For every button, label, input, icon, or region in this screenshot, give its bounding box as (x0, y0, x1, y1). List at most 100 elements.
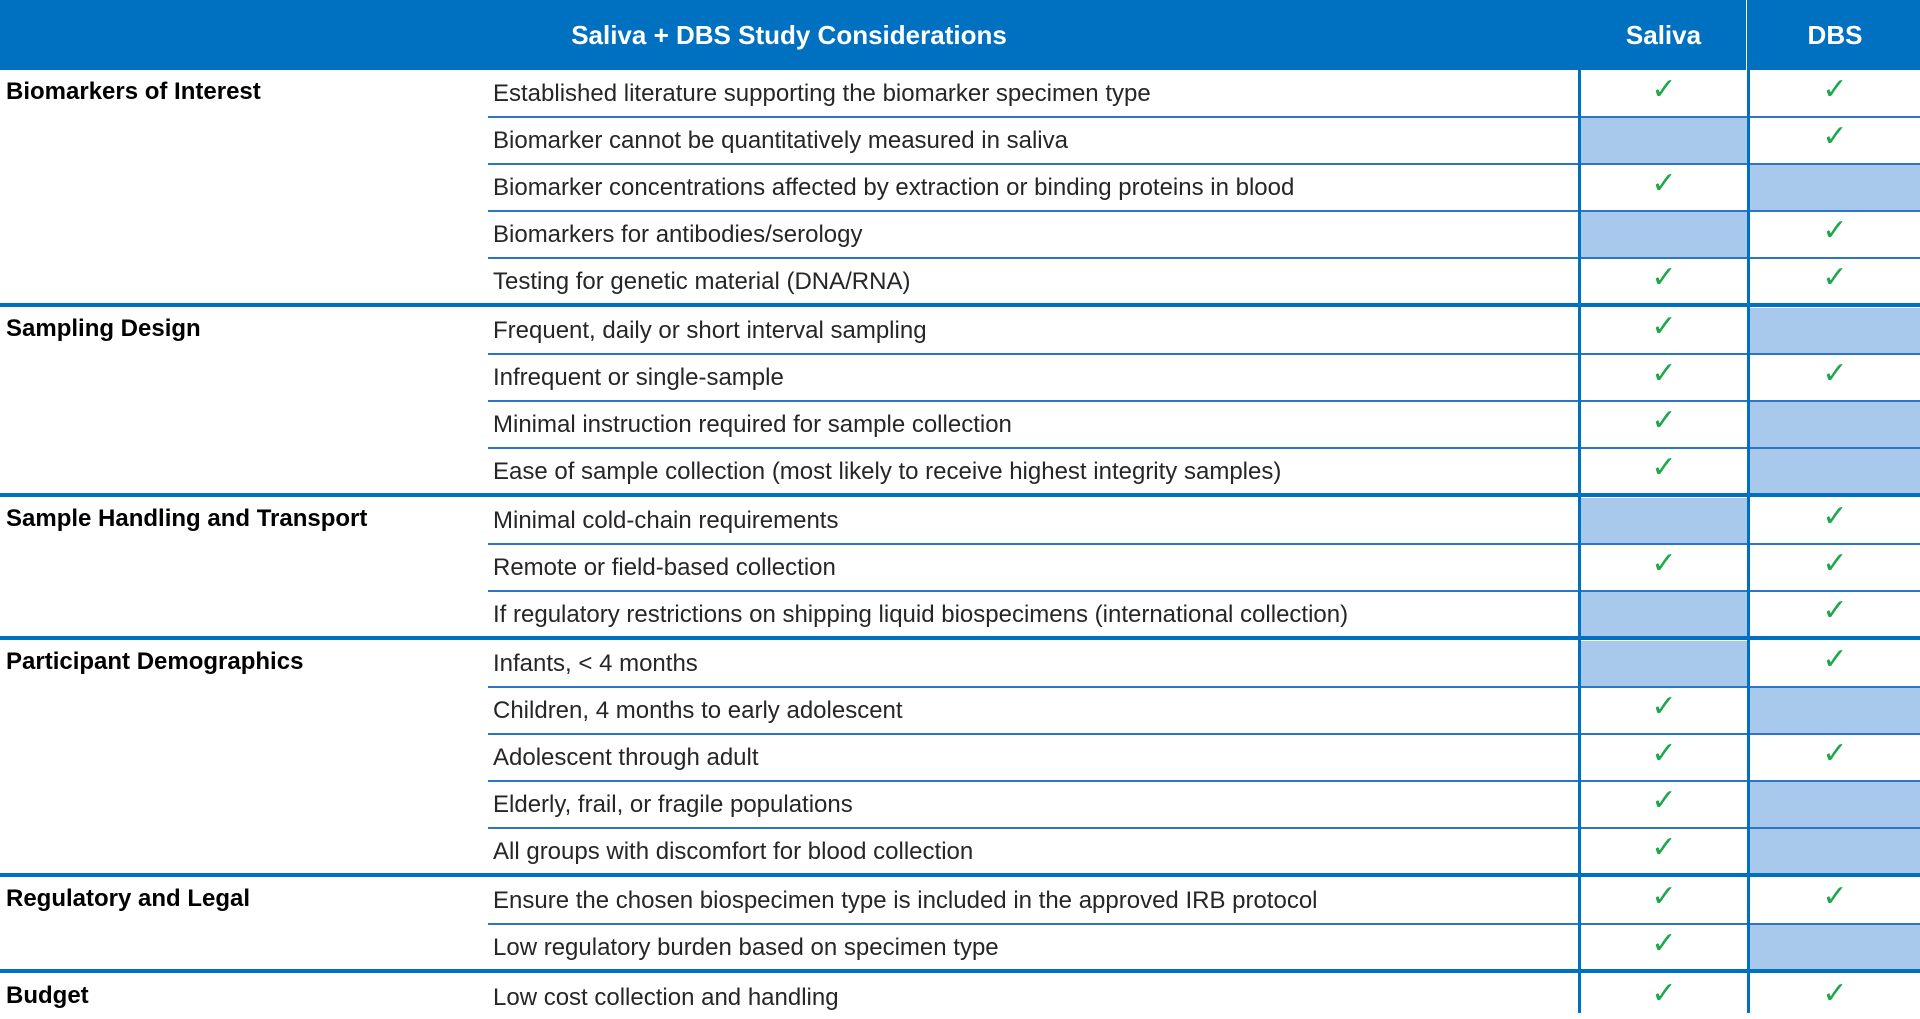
category-label: Regulatory and Legal (6, 885, 251, 913)
dbs-cell: ✓ (1750, 71, 1920, 116)
row-divider (488, 686, 1920, 689)
row-divider (488, 399, 1920, 402)
consideration-text: Biomarker cannot be quantitatively measu… (493, 126, 1068, 154)
saliva-cell: ✓ (1581, 735, 1747, 780)
category-label: Biomarkers of Interest (6, 78, 261, 105)
dbs-cell: ✓ (1750, 975, 1920, 1019)
checkmark-icon: ✓ (1651, 72, 1677, 107)
group-divider (0, 872, 1920, 877)
saliva-cell: ✓ (1581, 449, 1747, 494)
dbs-cell (1750, 448, 1920, 494)
row-divider (488, 543, 1920, 545)
consideration-text: Remote or field-based collection (493, 554, 836, 581)
dbs-cell (1750, 828, 1920, 874)
consideration-text: All groups with discomfort for blood col… (493, 837, 974, 865)
dbs-cell: ✓ (1750, 498, 1920, 543)
category-label: Budget (6, 981, 89, 1009)
checkmark-icon: ✓ (1822, 72, 1848, 107)
checkmark-icon: ✓ (1822, 355, 1848, 391)
consideration-text: Testing for genetic material (DNA/RNA) (493, 267, 911, 295)
saliva-cell: ✓ (1581, 878, 1747, 923)
saliva-cell (1581, 591, 1747, 637)
consideration-text: Biomarker concentrations affected by ext… (493, 173, 1295, 201)
consideration-text: Children, 4 months to early adolescent (493, 697, 903, 725)
saliva-cell: ✓ (1581, 165, 1747, 210)
saliva-cell: ✓ (1581, 402, 1747, 447)
row-divider (488, 446, 1920, 449)
dbs-cell: ✓ (1750, 641, 1920, 686)
consideration-text: If regulatory restrictions on shipping l… (493, 600, 1349, 628)
consideration-text: Ease of sample collection (most likely t… (493, 457, 1282, 485)
checkmark-icon: ✓ (1651, 879, 1677, 915)
dbs-cell: ✓ (1750, 735, 1920, 780)
checkmark-icon: ✓ (1651, 259, 1677, 295)
checkmark-icon: ✓ (1822, 975, 1848, 1011)
dbs-cell (1750, 308, 1920, 353)
dbs-cell (1750, 688, 1920, 734)
row-divider (488, 589, 1920, 592)
row-divider (488, 923, 1920, 926)
consideration-text: Infants, < 4 months (493, 650, 698, 678)
checkmark-icon: ✓ (1651, 355, 1677, 391)
checkmark-icon: ✓ (1822, 499, 1848, 535)
checkmark-icon: ✓ (1651, 165, 1677, 201)
saliva-cell: ✓ (1581, 688, 1747, 733)
dbs-cell: ✓ (1750, 355, 1920, 400)
group-divider (0, 635, 1920, 640)
checkmark-icon: ✓ (1651, 546, 1677, 581)
dbs-cell (1750, 925, 1920, 971)
saliva-cell: ✓ (1581, 829, 1747, 874)
saliva-cell: ✓ (1581, 308, 1747, 353)
consideration-text: Low cost collection and handling (493, 983, 839, 1011)
consideration-text: Biomarkers for antibodies/serology (493, 220, 863, 248)
row-divider (488, 209, 1920, 212)
group-divider (0, 969, 1920, 974)
dbs-cell: ✓ (1750, 212, 1920, 257)
consideration-text: Ensure the chosen biospecimen type is in… (493, 887, 1318, 915)
saliva-cell: ✓ (1581, 71, 1747, 116)
checkmark-icon: ✓ (1822, 546, 1848, 581)
row-divider (488, 115, 1920, 118)
column-divider (1747, 0, 1750, 1013)
checkmark-icon: ✓ (1651, 975, 1677, 1011)
saliva-cell: ✓ (1581, 545, 1747, 590)
category-label: Participant Demographics (6, 648, 304, 676)
checkmark-icon: ✓ (1822, 259, 1848, 295)
saliva-cell (1581, 211, 1747, 257)
consideration-text: Low regulatory burden based on specimen … (493, 934, 999, 962)
checkmark-icon: ✓ (1651, 689, 1677, 725)
column-header-saliva: Saliva (1581, 0, 1746, 70)
column-header-dbs: DBS (1750, 0, 1920, 70)
checkmark-icon: ✓ (1822, 736, 1848, 772)
dbs-cell: ✓ (1750, 118, 1920, 163)
category-label: Sampling Design (6, 315, 201, 342)
checkmark-icon: ✓ (1822, 592, 1848, 628)
checkmark-icon: ✓ (1651, 829, 1677, 865)
row-divider (488, 162, 1920, 165)
consideration-text: Infrequent or single-sample (493, 363, 784, 391)
consideration-text: Elderly, frail, or fragile populations (493, 791, 853, 818)
dbs-cell: ✓ (1750, 592, 1920, 637)
row-divider (488, 780, 1920, 782)
saliva-cell: ✓ (1581, 355, 1747, 400)
checkmark-icon: ✓ (1651, 309, 1677, 344)
group-divider (0, 492, 1920, 497)
checkmark-icon: ✓ (1822, 118, 1848, 154)
dbs-cell: ✓ (1750, 545, 1920, 590)
consideration-text: Established literature supporting the bi… (493, 80, 1151, 107)
row-divider (488, 352, 1920, 355)
checkmark-icon: ✓ (1651, 926, 1677, 962)
consideration-text: Adolescent through adult (493, 744, 759, 772)
consideration-text: Minimal instruction required for sample … (493, 410, 1012, 438)
category-label: Sample Handling and Transport (6, 505, 368, 533)
dbs-cell: ✓ (1750, 259, 1920, 304)
dbs-cell: ✓ (1750, 878, 1920, 923)
saliva-cell (1581, 117, 1747, 163)
saliva-cell (1581, 498, 1747, 543)
row-divider (488, 826, 1920, 829)
dbs-cell (1750, 782, 1920, 827)
checkmark-icon: ✓ (1822, 212, 1848, 248)
consideration-text: Minimal cold-chain requirements (493, 507, 839, 535)
column-divider (1578, 0, 1581, 1013)
